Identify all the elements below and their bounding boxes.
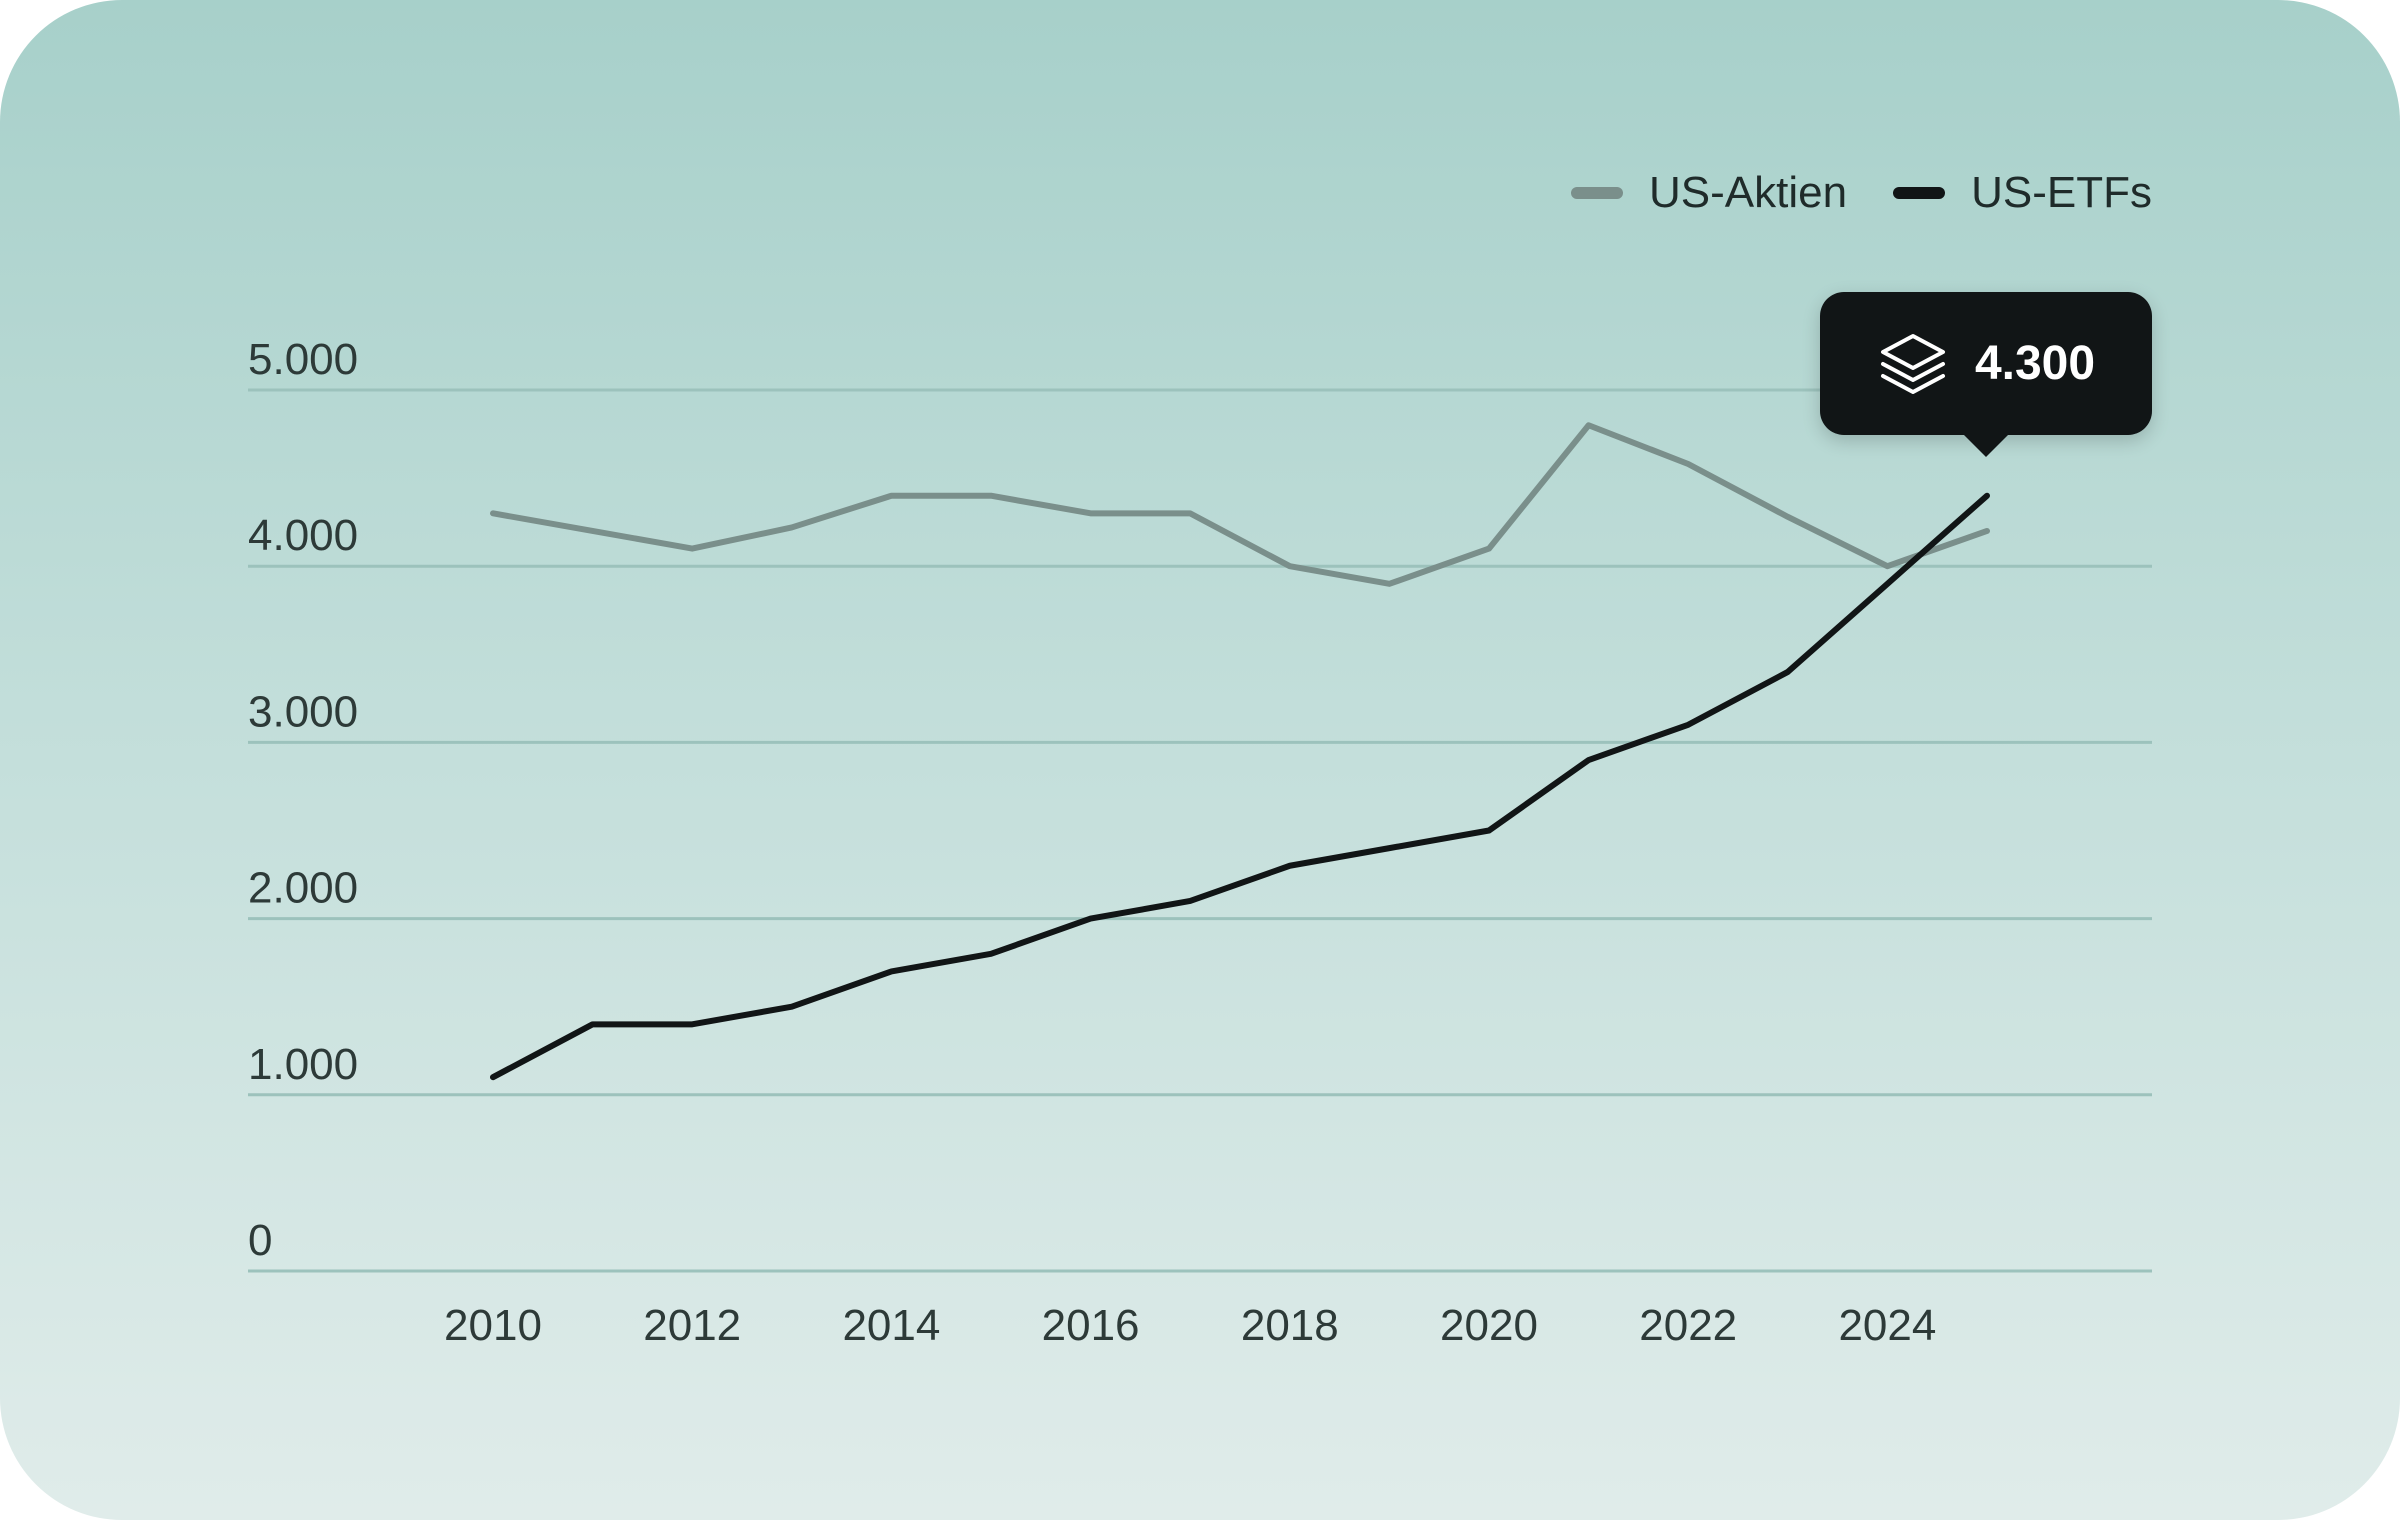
y-tick-label: 0 <box>248 1216 272 1265</box>
legend-item-us-etfs[interactable]: US-ETFs <box>1893 168 2152 218</box>
x-tick-label: 2020 <box>1440 1301 1538 1350</box>
x-tick-label: 2024 <box>1838 1301 1936 1350</box>
y-tick-label: 3.000 <box>248 687 358 736</box>
legend-item-us-aktien[interactable]: US-Aktien <box>1571 168 1847 218</box>
stack-layers-icon <box>1880 333 1945 394</box>
x-tick-label: 2016 <box>1042 1301 1140 1350</box>
x-axis-ticks: 2010 2012 2014 2016 2018 2020 2022 2024 <box>444 1301 1936 1350</box>
x-tick-label: 2022 <box>1639 1301 1737 1350</box>
series-line-us-etfs[interactable] <box>490 492 1990 1081</box>
y-tick-label: 4.000 <box>248 511 358 560</box>
legend: US-Aktien US-ETFs <box>1571 168 2152 218</box>
x-tick-label: 2012 <box>643 1301 741 1350</box>
value-tooltip: 4.300 <box>1820 292 2152 457</box>
x-tick-label: 2018 <box>1241 1301 1339 1350</box>
legend-swatch-us-aktien <box>1571 187 1624 199</box>
tooltip-value: 4.300 <box>1974 337 2096 390</box>
series-lines <box>490 422 1990 1081</box>
series-line-us-aktien[interactable] <box>490 422 1990 587</box>
x-tick-label: 2014 <box>842 1301 940 1350</box>
x-tick-label: 2010 <box>444 1301 542 1350</box>
tooltip-pointer <box>1962 433 2010 457</box>
y-tick-label: 2.000 <box>248 864 358 913</box>
y-axis-ticks: 0 1.000 2.000 3.000 4.000 5.000 <box>248 335 358 1265</box>
legend-label-us-etfs: US-ETFs <box>1971 168 2152 217</box>
gridlines <box>248 388 2152 1273</box>
y-tick-label: 5.000 <box>248 335 358 384</box>
legend-swatch-us-etfs <box>1893 187 1946 199</box>
y-tick-label: 1.000 <box>248 1040 358 1089</box>
legend-label-us-aktien: US-Aktien <box>1649 168 1848 217</box>
